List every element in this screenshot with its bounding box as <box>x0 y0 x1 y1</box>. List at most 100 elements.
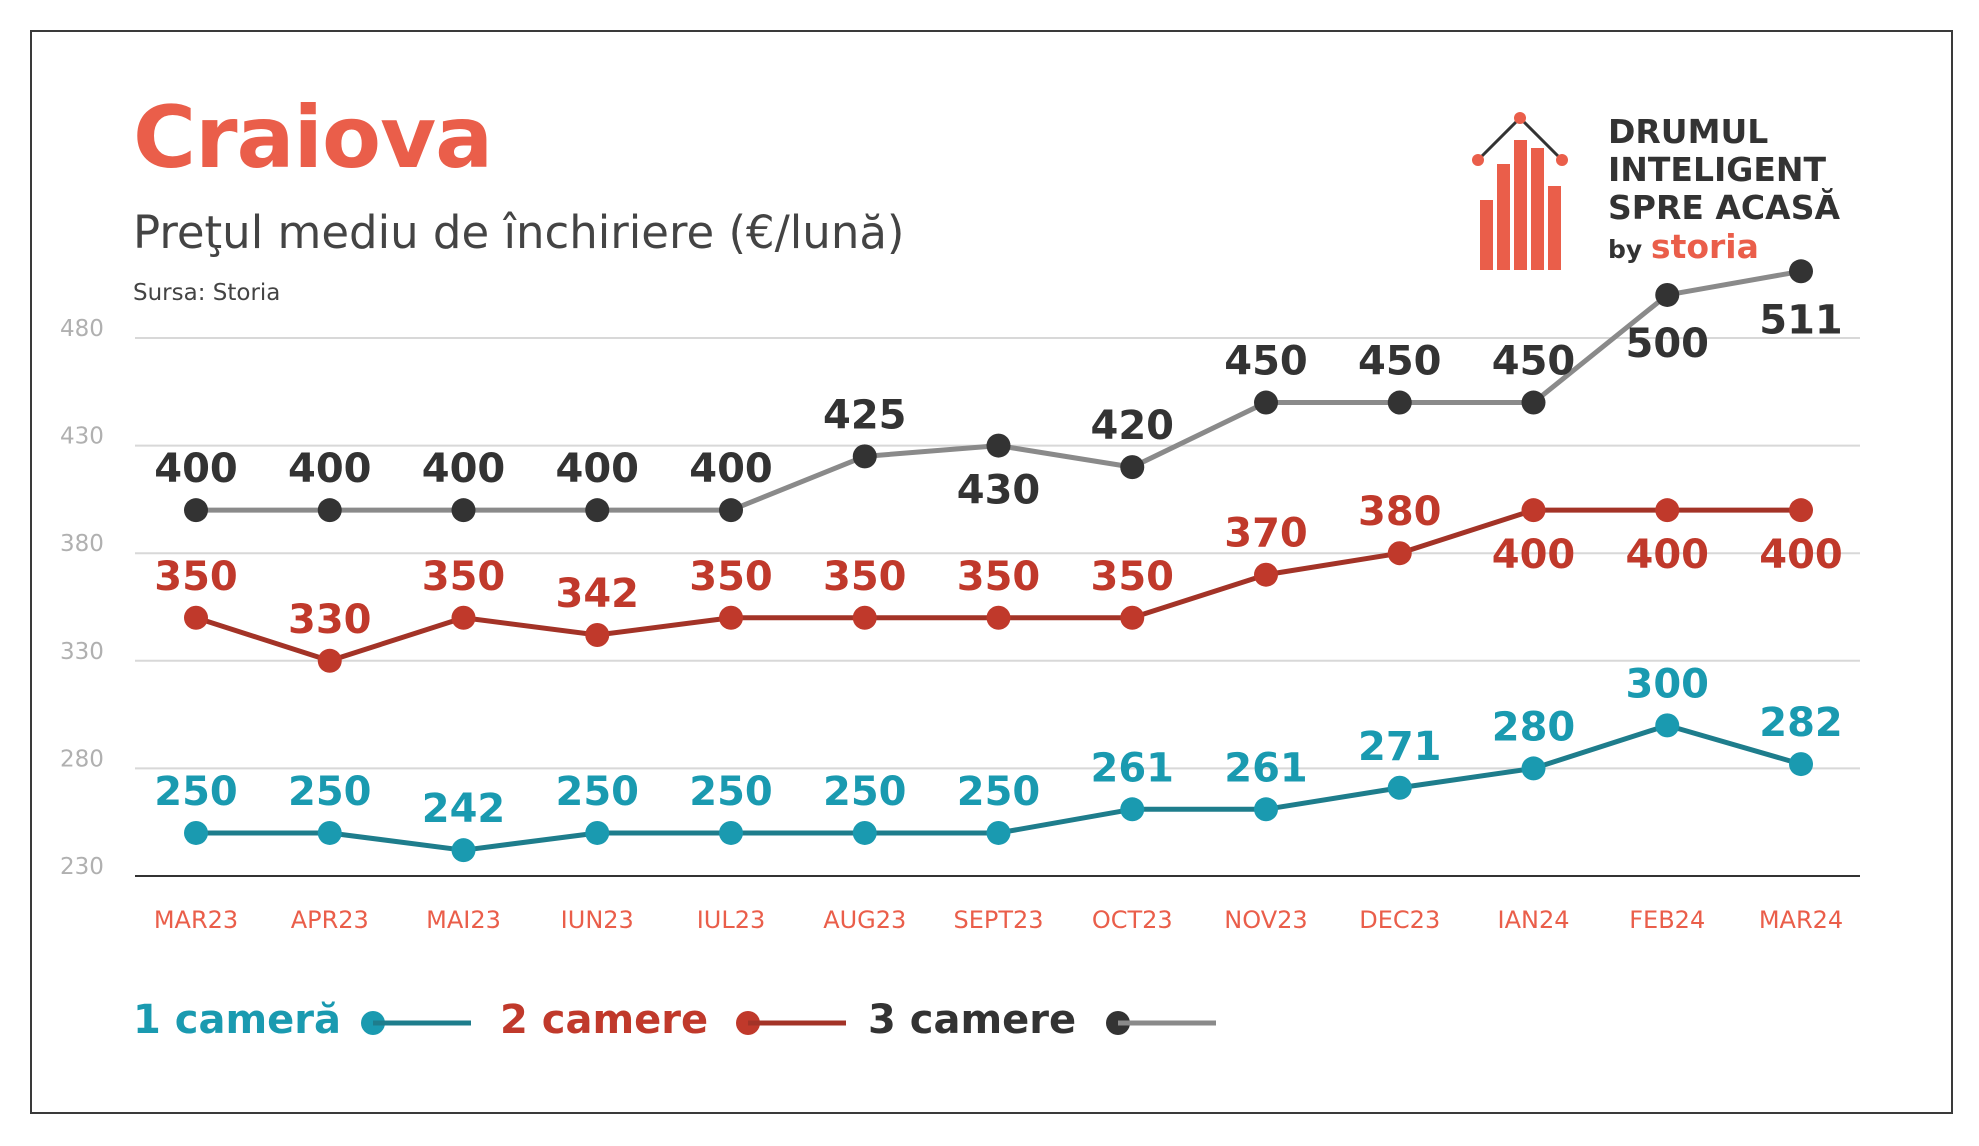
data-label: 300 <box>1626 661 1710 707</box>
logo-brand: storia <box>1650 227 1759 266</box>
x-tick-label: MAR24 <box>1759 906 1843 934</box>
data-point <box>451 605 476 630</box>
data-point <box>719 605 743 630</box>
data-point <box>1789 752 1813 777</box>
storia-logo-icon <box>1472 112 1568 270</box>
data-label: 450 <box>1224 339 1308 385</box>
data-point <box>852 605 877 630</box>
data-point <box>317 648 342 673</box>
data-label: 400 <box>154 446 238 492</box>
logo-line-2: INTELIGENT <box>1608 150 1827 189</box>
data-point <box>986 433 1011 458</box>
data-point <box>1521 498 1546 523</box>
data-label: 342 <box>556 571 640 617</box>
x-tick-label: DEC23 <box>1359 906 1440 934</box>
data-label: 370 <box>1224 511 1308 557</box>
data-label: 450 <box>1492 339 1576 385</box>
data-point <box>719 820 743 845</box>
data-label: 261 <box>1224 745 1308 791</box>
data-label: 330 <box>288 597 372 643</box>
x-tick-label: IUN23 <box>561 906 634 934</box>
data-label: 242 <box>422 786 506 832</box>
y-tick-label: 430 <box>60 424 104 450</box>
data-point <box>184 820 208 845</box>
data-point <box>317 820 342 845</box>
logo-line-1: DRUMUL <box>1608 112 1769 151</box>
data-label: 400 <box>1626 532 1710 578</box>
chart-frame <box>30 30 1953 1114</box>
data-point <box>852 820 877 845</box>
data-label: 280 <box>1492 704 1576 750</box>
data-point <box>184 605 208 630</box>
x-tick-label: OCT23 <box>1092 906 1173 934</box>
data-point <box>1254 562 1278 587</box>
data-point <box>1387 541 1412 566</box>
x-tick-label: SEPT23 <box>953 906 1043 934</box>
x-tick-label: FEB24 <box>1629 906 1705 934</box>
data-label: 350 <box>823 554 907 600</box>
data-label: 400 <box>556 446 640 492</box>
data-label: 420 <box>1091 403 1175 449</box>
data-label: 282 <box>1759 700 1843 746</box>
x-tick-label: AUG23 <box>823 906 906 934</box>
x-tick-label: IUL23 <box>697 906 766 934</box>
data-point <box>1789 259 1813 284</box>
logo-wordmark: DRUMUL INTELIGENT SPRE ACASĂ <box>1608 113 1840 227</box>
data-label: 430 <box>957 468 1041 514</box>
data-point <box>1655 498 1680 523</box>
data-label: 250 <box>823 769 907 815</box>
legend-label: 3 camere <box>868 997 1077 1043</box>
y-tick-label: 280 <box>60 746 104 772</box>
data-label: 250 <box>556 769 640 815</box>
data-label: 500 <box>1626 321 1710 367</box>
x-tick-label: NOV23 <box>1224 906 1307 934</box>
data-label: 511 <box>1759 297 1843 343</box>
data-point <box>719 498 743 523</box>
y-tick-label: 330 <box>60 639 104 665</box>
logo-line-3: SPRE ACASĂ <box>1608 188 1840 227</box>
data-point <box>986 820 1011 845</box>
logo-by: by <box>1608 235 1643 264</box>
data-label: 400 <box>1492 532 1576 578</box>
data-label: 400 <box>422 446 506 492</box>
logo-byline: by storia <box>1608 230 1759 263</box>
data-point <box>1254 390 1278 415</box>
x-tick-label: IAN24 <box>1498 906 1570 934</box>
y-tick-label: 480 <box>60 316 104 342</box>
chart-subtitle: Preţul mediu de închiriere (€/lună) <box>133 206 905 259</box>
y-tick-label: 230 <box>60 854 104 880</box>
data-point <box>1655 713 1680 738</box>
data-point <box>585 498 610 523</box>
data-point <box>1120 605 1145 630</box>
data-label: 380 <box>1358 489 1442 535</box>
data-point <box>1521 756 1546 781</box>
data-label: 450 <box>1358 339 1442 385</box>
data-point <box>585 622 610 647</box>
data-point <box>451 498 476 523</box>
y-tick-label: 380 <box>60 531 104 557</box>
data-label: 350 <box>1091 554 1175 600</box>
data-label: 261 <box>1091 745 1175 791</box>
data-label: 350 <box>689 554 773 600</box>
data-label: 250 <box>957 769 1041 815</box>
data-label: 250 <box>154 769 238 815</box>
data-point <box>1789 498 1813 523</box>
data-label: 271 <box>1358 724 1442 770</box>
data-label: 400 <box>689 446 773 492</box>
data-point <box>1521 390 1546 415</box>
data-point <box>1387 775 1412 800</box>
chart-title: Craiova <box>133 88 493 188</box>
x-tick-label: APR23 <box>291 906 369 934</box>
data-point <box>1655 282 1680 307</box>
legend-label: 1 cameră <box>133 997 341 1043</box>
data-label: 350 <box>957 554 1041 600</box>
data-label: 400 <box>288 446 372 492</box>
data-point <box>1120 797 1145 822</box>
data-point <box>1120 455 1145 480</box>
data-label: 250 <box>689 769 773 815</box>
x-tick-label: MAR23 <box>154 906 238 934</box>
data-label: 425 <box>823 392 907 438</box>
data-label: 350 <box>422 554 506 600</box>
data-point <box>317 498 342 523</box>
